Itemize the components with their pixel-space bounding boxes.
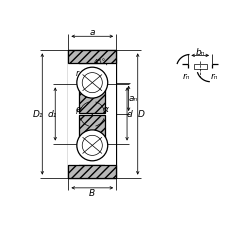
Polygon shape <box>79 85 105 113</box>
Circle shape <box>76 130 107 161</box>
Text: d₁: d₁ <box>47 110 57 119</box>
Text: D: D <box>137 110 144 119</box>
Text: $\alpha$: $\alpha$ <box>75 104 83 113</box>
Text: rₙ: rₙ <box>210 71 217 80</box>
Text: r: r <box>76 69 79 78</box>
Text: B: B <box>89 188 95 197</box>
Text: 45°: 45° <box>93 59 105 65</box>
Polygon shape <box>79 116 105 144</box>
Text: rₙ: rₙ <box>182 71 189 80</box>
Polygon shape <box>79 113 105 116</box>
Text: r: r <box>76 107 79 116</box>
Text: $\alpha$: $\alpha$ <box>101 104 109 113</box>
Text: bₙ: bₙ <box>195 48 204 57</box>
Polygon shape <box>105 64 116 165</box>
Text: D₁: D₁ <box>33 110 43 119</box>
Polygon shape <box>68 51 116 64</box>
Text: aₙ: aₙ <box>128 93 137 102</box>
Polygon shape <box>68 165 116 178</box>
Text: a: a <box>89 28 95 37</box>
Polygon shape <box>68 64 79 165</box>
Text: d: d <box>126 110 132 119</box>
Circle shape <box>76 68 107 99</box>
